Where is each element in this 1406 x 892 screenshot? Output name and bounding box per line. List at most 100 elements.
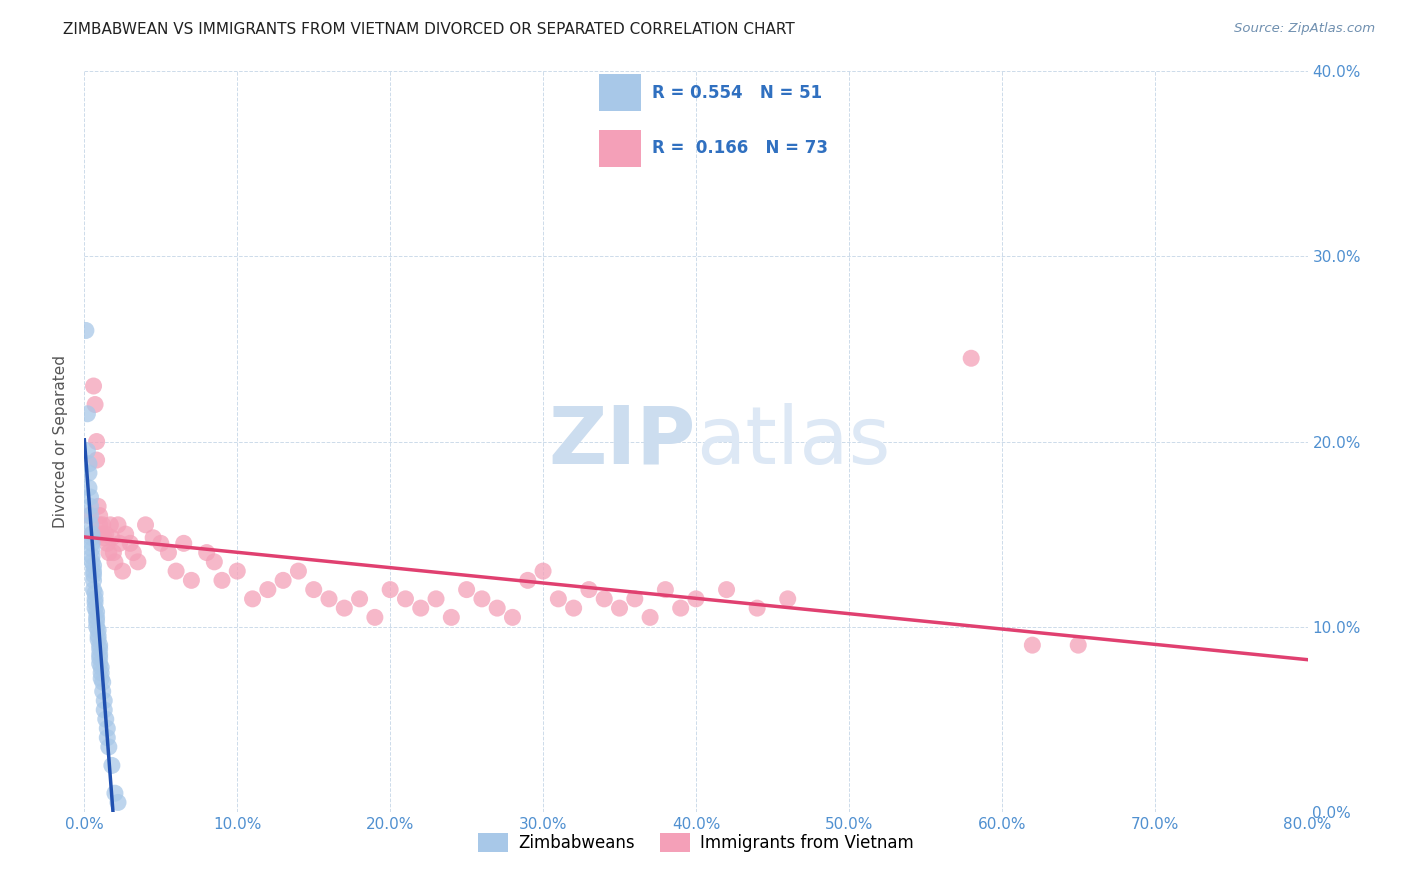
- Point: [89, 641, 111, 656]
- Point: [80, 527, 103, 541]
- Point: [84, 591, 107, 606]
- Point: [669, 601, 692, 615]
- Point: [79, 508, 101, 523]
- Point: [96, 722, 118, 736]
- Point: [609, 601, 631, 615]
- Point: [593, 591, 616, 606]
- Point: [1021, 638, 1043, 652]
- Point: [83, 379, 105, 393]
- Point: [87, 624, 110, 638]
- Point: [76, 443, 98, 458]
- Point: [76, 407, 98, 421]
- Point: [211, 574, 233, 588]
- Point: [80, 555, 103, 569]
- Point: [80, 531, 103, 545]
- Point: [93, 694, 115, 708]
- Point: [349, 591, 371, 606]
- Point: [104, 786, 127, 800]
- Point: [89, 638, 111, 652]
- Point: [318, 591, 340, 606]
- Point: [97, 545, 120, 560]
- Point: [180, 574, 202, 588]
- Point: [502, 610, 524, 624]
- Text: ZIMBABWEAN VS IMMIGRANTS FROM VIETNAM DIVORCED OR SEPARATED CORRELATION CHART: ZIMBABWEAN VS IMMIGRANTS FROM VIETNAM DI…: [63, 22, 794, 37]
- Point: [87, 500, 110, 514]
- Point: [578, 582, 600, 597]
- Text: atlas: atlas: [696, 402, 890, 481]
- Point: [135, 517, 157, 532]
- Point: [380, 582, 402, 597]
- Point: [86, 605, 108, 619]
- Point: [685, 591, 707, 606]
- Point: [638, 610, 661, 624]
- Point: [1067, 638, 1090, 652]
- Point: [84, 586, 107, 600]
- Point: [90, 672, 112, 686]
- Point: [84, 601, 107, 615]
- Point: [86, 453, 108, 467]
- Point: [90, 527, 112, 541]
- Point: [516, 574, 538, 588]
- Point: [149, 536, 172, 550]
- Point: [89, 508, 111, 523]
- Point: [94, 712, 117, 726]
- Point: [111, 564, 134, 578]
- Point: [89, 517, 111, 532]
- Point: [107, 796, 129, 810]
- Point: [86, 619, 108, 633]
- Point: [114, 527, 136, 541]
- Point: [79, 500, 101, 514]
- Point: [98, 517, 121, 532]
- Point: [127, 555, 149, 569]
- Point: [471, 591, 494, 606]
- Point: [94, 527, 117, 541]
- Point: [440, 610, 463, 624]
- Point: [91, 684, 114, 698]
- Point: [96, 731, 118, 745]
- Point: [271, 574, 294, 588]
- Point: [242, 591, 264, 606]
- Point: [90, 665, 112, 680]
- Y-axis label: Divorced or Separated: Divorced or Separated: [53, 355, 69, 528]
- Point: [776, 591, 799, 606]
- Bar: [599, 129, 641, 167]
- Point: [87, 632, 110, 647]
- Point: [96, 536, 118, 550]
- Point: [79, 517, 101, 532]
- Point: [716, 582, 738, 597]
- Text: Source: ZipAtlas.com: Source: ZipAtlas.com: [1234, 22, 1375, 36]
- Point: [93, 703, 115, 717]
- Point: [202, 555, 225, 569]
- Point: [80, 527, 103, 541]
- Point: [547, 591, 569, 606]
- Point: [157, 545, 180, 560]
- Point: [83, 564, 105, 578]
- Point: [486, 601, 509, 615]
- Point: [86, 434, 108, 449]
- Text: ZIP: ZIP: [548, 402, 696, 481]
- Point: [456, 582, 478, 597]
- Point: [165, 564, 187, 578]
- Point: [89, 657, 111, 671]
- Point: [83, 567, 105, 582]
- Point: [394, 591, 416, 606]
- Point: [89, 648, 111, 662]
- Point: [80, 536, 103, 550]
- Point: [654, 582, 676, 597]
- Point: [409, 601, 432, 615]
- Point: [747, 601, 769, 615]
- Point: [87, 629, 110, 643]
- Point: [142, 531, 165, 545]
- Point: [287, 564, 309, 578]
- Point: [531, 564, 554, 578]
- Point: [77, 466, 100, 480]
- Text: R = 0.554   N = 51: R = 0.554 N = 51: [652, 84, 823, 102]
- Point: [104, 555, 127, 569]
- Point: [80, 541, 103, 556]
- Text: R =  0.166   N = 73: R = 0.166 N = 73: [652, 139, 828, 157]
- Point: [90, 660, 112, 674]
- Point: [103, 545, 125, 560]
- Point: [84, 596, 107, 610]
- Legend: Zimbabweans, Immigrants from Vietnam: Zimbabweans, Immigrants from Vietnam: [471, 826, 921, 859]
- Point: [226, 564, 249, 578]
